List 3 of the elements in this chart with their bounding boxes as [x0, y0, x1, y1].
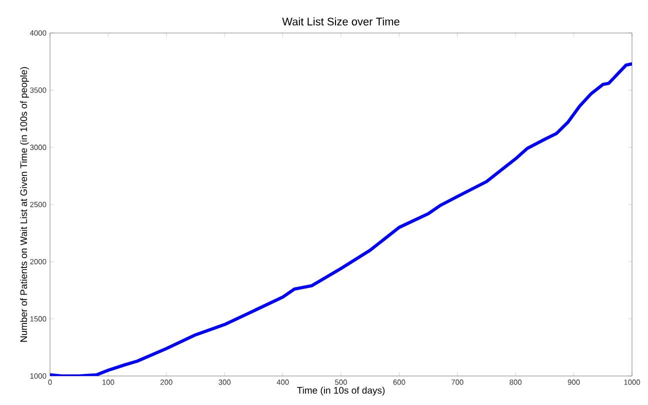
chart-title: Wait List Size over Time	[282, 17, 400, 26]
x-axis-title: Time (in 10s of days)	[297, 386, 385, 396]
y-axis-title: Number of Patients on Wait List at Given Time (in 100s of people)	[20, 67, 29, 342]
